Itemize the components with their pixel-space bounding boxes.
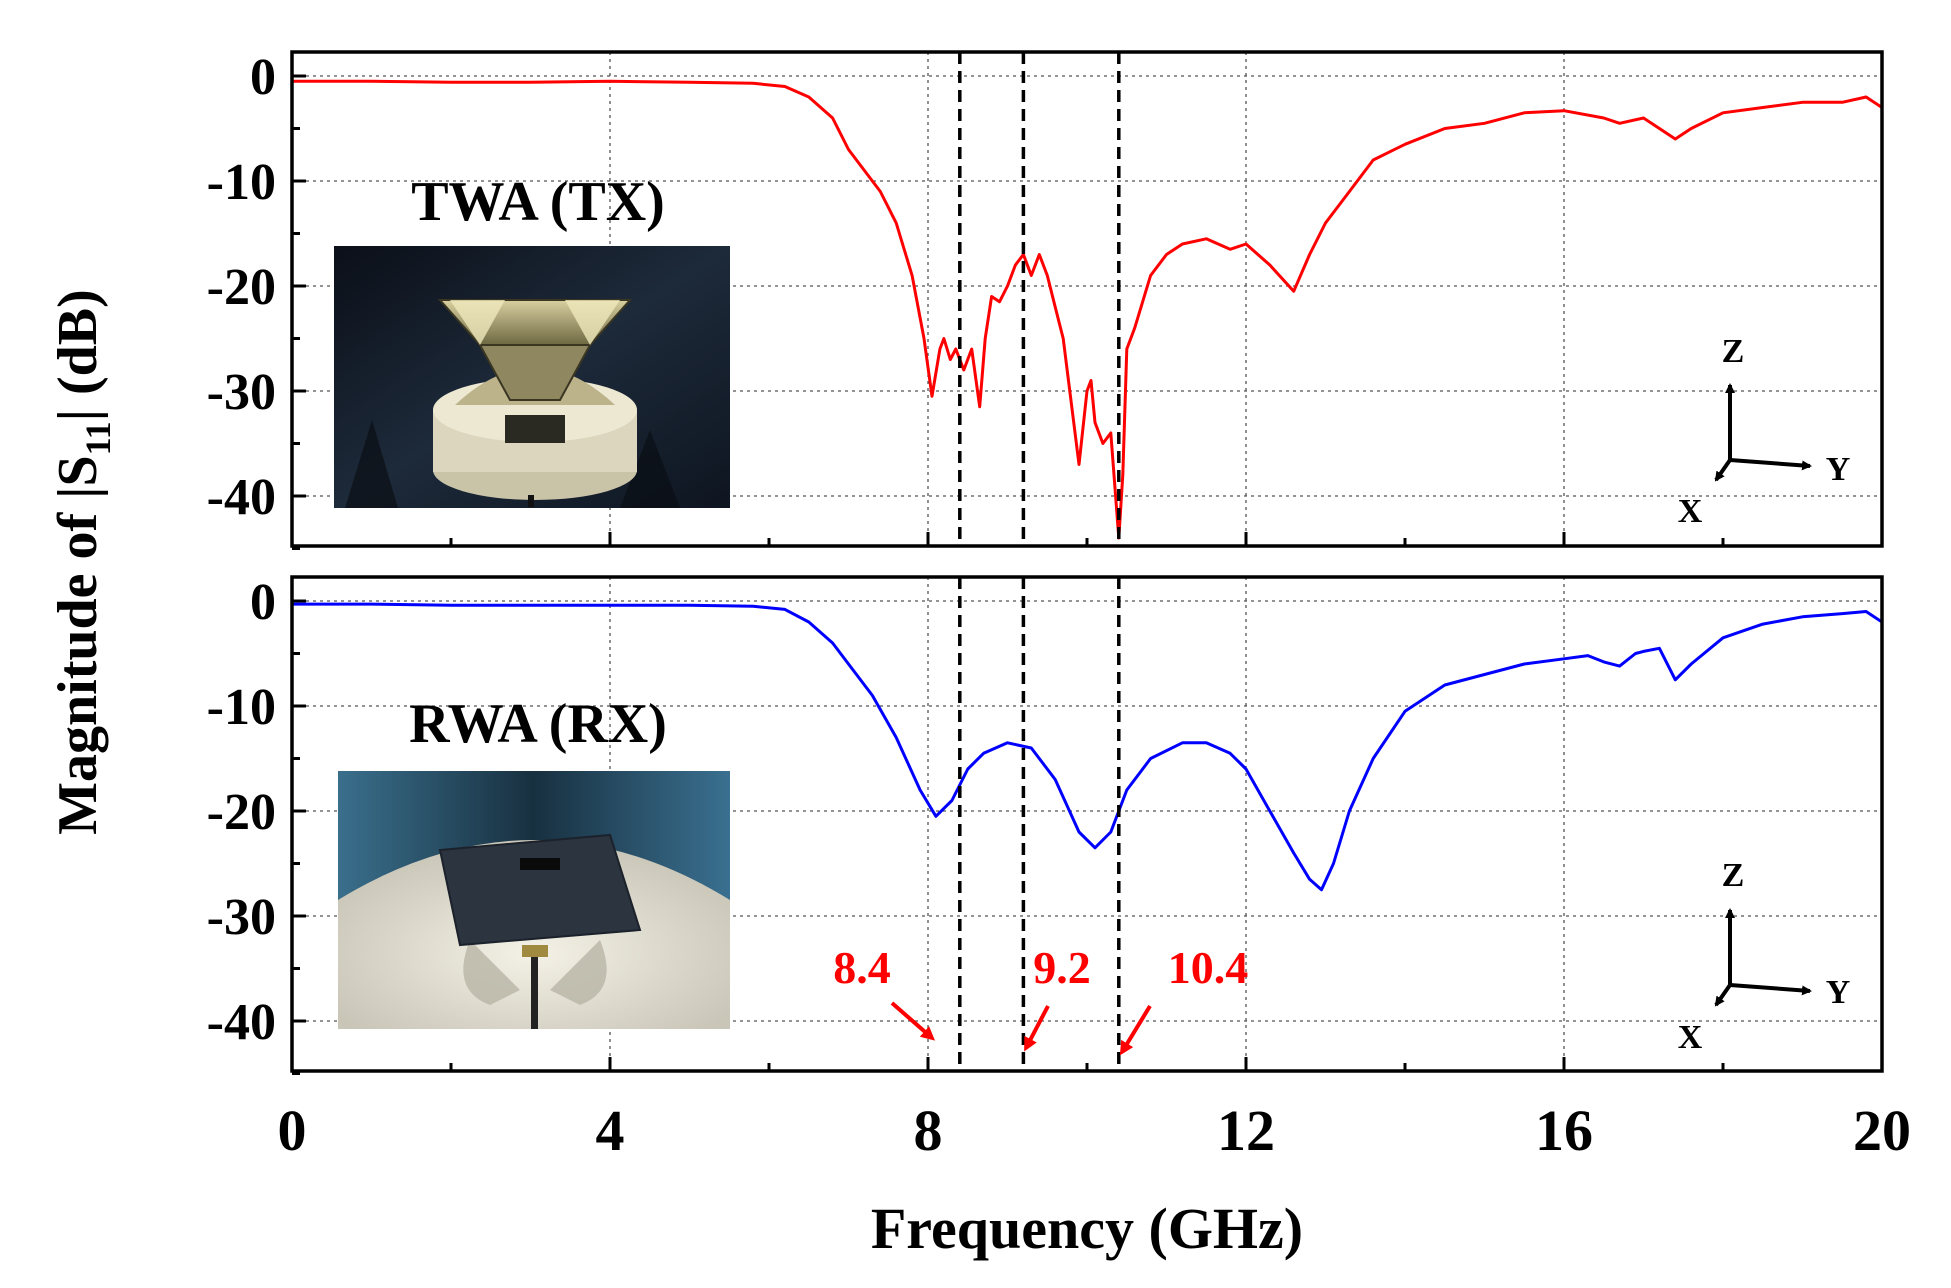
marker-label-9-2: 9.2 [1033, 942, 1091, 993]
twa-tx-s11-line [292, 79, 1882, 540]
marker-label-10-4: 10.4 [1168, 942, 1249, 993]
twa-tx-label: TWA (TX) [411, 171, 665, 233]
y-tick-label: -40 [207, 469, 276, 526]
xyz-axes-glyph-bottom: Z Y X [1678, 857, 1851, 1056]
y-tick-label: 0 [250, 49, 276, 106]
y-axis-title: Magnitude of |S11| (dB) [47, 289, 118, 835]
xyz-axes-glyph-top: Z Y X [1678, 333, 1851, 530]
x-axis-label: X [1678, 1019, 1703, 1056]
z-axis-label: Z [1722, 857, 1745, 894]
y-axis-label: Y [1826, 974, 1851, 1011]
top-y-tick-labels: 0 -10 -20 -30 -40 [207, 49, 276, 526]
x-tick-label: 4 [596, 1098, 625, 1163]
axis-ticks [290, 74, 1884, 1075]
x-tick-labels: 0 4 8 12 16 20 [278, 1098, 1912, 1163]
marker-arrow-10-4 [1119, 1004, 1152, 1056]
rwa-antenna-photo [338, 771, 730, 1029]
x-tick-label: 0 [278, 1098, 307, 1163]
marker-annotations: 8.4 9.2 10.4 [833, 942, 1249, 1056]
twa-antenna-photo [334, 246, 730, 508]
bottom-y-tick-labels: 0 -10 -20 -30 -40 [207, 574, 276, 1051]
y-tick-label: -20 [207, 784, 276, 841]
rwa-rx-s11-line [292, 602, 1882, 892]
x-axis-label: X [1678, 493, 1703, 530]
y-tick-label: -30 [207, 889, 276, 946]
y-tick-label: -10 [207, 154, 276, 211]
marker-label-8-4: 8.4 [833, 942, 891, 993]
x-tick-label: 16 [1535, 1098, 1593, 1163]
x-tick-label: 12 [1217, 1098, 1275, 1163]
x-tick-label: 20 [1853, 1098, 1911, 1163]
y-axis-label: Y [1826, 451, 1851, 488]
x-axis-title: Frequency (GHz) [871, 1196, 1303, 1261]
z-axis-label: Z [1722, 333, 1745, 370]
rwa-rx-label: RWA (RX) [409, 693, 667, 755]
y-tick-label: -10 [207, 679, 276, 736]
x-tick-label: 8 [914, 1098, 943, 1163]
y-tick-label: -20 [207, 259, 276, 316]
marker-arrow-8-4 [890, 1001, 936, 1041]
marker-arrow-9-2 [1024, 1005, 1050, 1052]
frequency-markers [958, 52, 1121, 1071]
y-tick-label: -40 [207, 994, 276, 1051]
y-tick-label: -30 [207, 364, 276, 421]
y-tick-label: 0 [250, 574, 276, 631]
